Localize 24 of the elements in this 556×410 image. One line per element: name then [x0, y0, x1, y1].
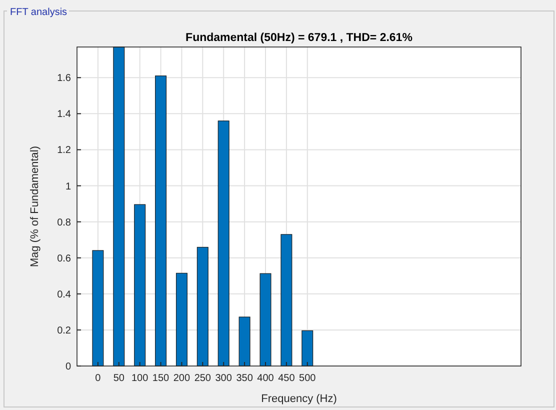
x-tick-label: 150	[152, 373, 170, 384]
x-tick-label: 350	[236, 373, 254, 384]
y-axis-title: Mag (% of Fundamental)	[29, 146, 41, 268]
y-tick-label: 0.2	[57, 325, 72, 336]
y-tick-label: 0.8	[57, 217, 72, 228]
chart-title: Fundamental (50Hz) = 679.1 , THD= 2.61%	[186, 32, 412, 44]
y-tick-label: 0.6	[57, 253, 72, 264]
y-tick-label: 1	[65, 181, 72, 192]
y-tick-label: 1.4	[57, 109, 72, 120]
x-tick-label: 450	[278, 373, 296, 384]
x-axis-title: Frequency (Hz)	[261, 393, 337, 405]
y-tick-label: 1.2	[57, 145, 72, 156]
x-tick-label: 50	[113, 373, 125, 384]
x-tick-label: 300	[215, 373, 232, 384]
y-tick-label: 1.6	[57, 73, 72, 84]
x-tick-label: 250	[194, 373, 212, 384]
x-tick-label: 200	[173, 373, 190, 384]
x-tick-label: 100	[131, 373, 149, 384]
x-tick-label: 500	[299, 373, 316, 384]
y-tick-label: 0	[65, 362, 72, 372]
x-tick-label: 400	[257, 373, 274, 384]
text: FFT analysis	[10, 7, 68, 18]
y-tick-label: 0.4	[57, 289, 72, 300]
x-tick-label: 0	[95, 373, 102, 384]
